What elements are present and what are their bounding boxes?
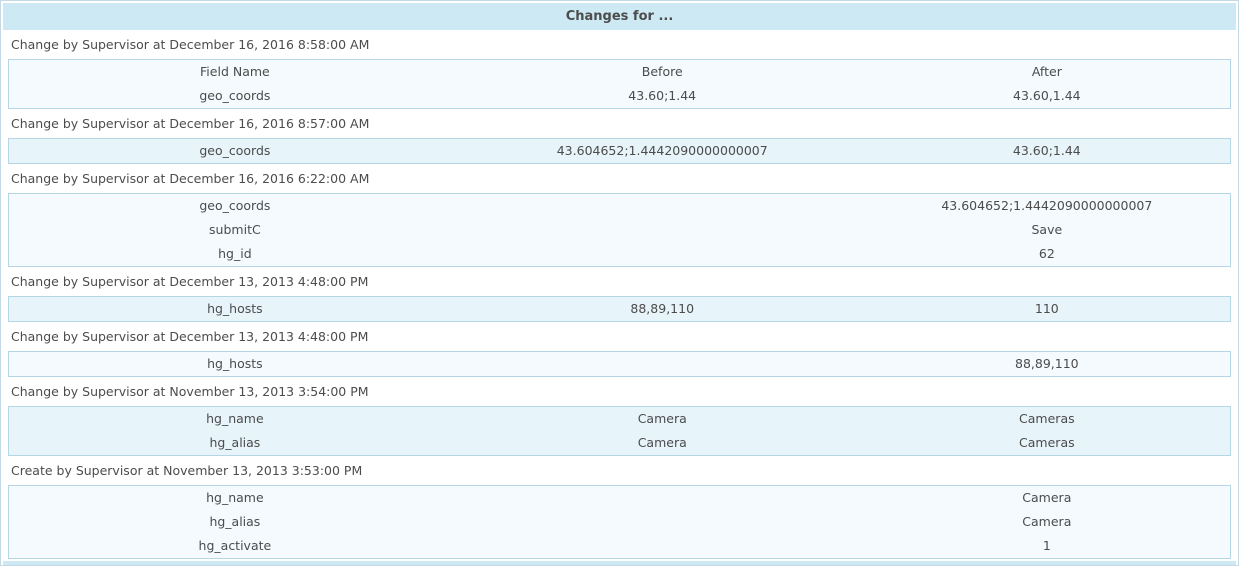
field-name-cell: hg_hosts [207, 301, 263, 316]
after-cell: 62 [1038, 246, 1055, 261]
column-header: Before [641, 64, 683, 79]
after-cell: Cameras [1019, 435, 1075, 450]
field-name-cell: geo_coords [199, 198, 271, 213]
change-row: submitC Save [9, 218, 1230, 242]
section-title: Change by Supervisor at December 13, 201… [3, 322, 1236, 351]
change-table: geo_coords 43.604652;1.4442090000000007 su… [8, 193, 1231, 267]
change-table: hg_hosts 88,89,110 110 [8, 296, 1231, 322]
after-cell: 43.60,1.44 [1013, 88, 1081, 103]
section-title: Create by Supervisor at November 13, 201… [3, 456, 1236, 485]
change-row: hg_alias Camera [9, 510, 1230, 534]
change-table: hg_hosts 88,89,110 [8, 351, 1231, 377]
after-cell: 43.60;1.44 [1012, 143, 1081, 158]
before-cell: Camera [637, 411, 687, 426]
change-row: hg_id 62 [9, 242, 1230, 266]
change-row: geo_coords 43.604652;1.4442090000000007 [9, 194, 1230, 218]
section-title: Change by Supervisor at December 16, 201… [3, 109, 1236, 138]
change-row: geo_coords 43.604652;1.4442090000000007 43… [9, 139, 1230, 163]
after-cell: Save [1031, 222, 1063, 237]
after-cell: Camera [1022, 514, 1072, 529]
before-cell: 43.60;1.44 [628, 88, 697, 103]
field-name-cell: hg_name [206, 490, 264, 505]
panel-header: Changes for ... [3, 3, 1236, 30]
field-name-cell: hg_name [206, 411, 264, 426]
before-cell [461, 510, 864, 534]
change-table: Field Name Before After geo_coords 43.60;1.4… [8, 59, 1231, 109]
change-section: Create by Supervisor at November 13, 201… [3, 456, 1236, 559]
change-section: Change by Supervisor at November 13, 201… [3, 377, 1236, 456]
after-cell: 110 [1034, 301, 1059, 316]
after-cell: Cameras [1019, 411, 1075, 426]
before-cell [461, 242, 864, 266]
change-row: geo_coords 43.60;1.44 43.60,1.44 [9, 84, 1230, 108]
change-row: hg_alias Camera Cameras [9, 431, 1230, 455]
change-row: hg_hosts 88,89,110 [9, 352, 1230, 376]
change-row: hg_name Camera [9, 486, 1230, 510]
field-name-cell: geo_coords [199, 143, 271, 158]
before-cell [461, 486, 864, 510]
after-cell: 43.604652;1.4442090000000007 [941, 198, 1153, 213]
before-cell: Camera [637, 435, 687, 450]
section-title: Change by Supervisor at November 13, 201… [3, 377, 1236, 406]
field-name-cell: hg_hosts [207, 356, 263, 371]
section-title: Change by Supervisor at December 16, 201… [3, 30, 1236, 59]
panel-title: Changes for ... [565, 9, 674, 24]
before-cell: 88,89,110 [630, 301, 695, 316]
sections: Change by Supervisor at December 16, 201… [3, 30, 1236, 559]
field-name-cell: hg_alias [209, 514, 261, 529]
change-table: geo_coords 43.604652;1.4442090000000007 43… [8, 138, 1231, 164]
change-row: hg_activate 1 [9, 534, 1230, 558]
field-name-cell: geo_coords [199, 88, 271, 103]
change-table: hg_name Camera Cameras hg_alias Camera Camera… [8, 406, 1231, 456]
section-title: Change by Supervisor at December 16, 201… [3, 164, 1236, 193]
change-section: Change by Supervisor at December 13, 201… [3, 322, 1236, 377]
after-cell: Camera [1022, 490, 1072, 505]
column-header: Field Name [200, 64, 270, 79]
before-cell: 43.604652;1.4442090000000007 [556, 143, 768, 158]
panel-footer-bar [3, 561, 1236, 565]
field-name-cell: hg_id [218, 246, 252, 261]
column-header-row: Field Name Before After [9, 60, 1230, 84]
field-name-cell: hg_alias [209, 435, 261, 450]
change-section: Change by Supervisor at December 16, 201… [3, 164, 1236, 267]
change-section: Change by Supervisor at December 13, 201… [3, 267, 1236, 322]
field-name-cell: submitC [209, 222, 261, 237]
before-cell [461, 218, 864, 242]
section-title: Change by Supervisor at December 13, 201… [3, 267, 1236, 296]
change-row: hg_hosts 88,89,110 110 [9, 297, 1230, 321]
change-section: Change by Supervisor at December 16, 201… [3, 30, 1236, 109]
before-cell [461, 534, 864, 558]
before-cell [461, 352, 864, 376]
after-cell: 1 [1042, 538, 1051, 553]
before-cell [461, 194, 864, 218]
change-table: hg_name Camera hg_alias Camera hg_activate 1 [8, 485, 1231, 559]
after-cell: 88,89,110 [1015, 356, 1079, 371]
field-name-cell: hg_activate [198, 538, 272, 553]
column-header: After [1031, 64, 1062, 79]
change-row: hg_name Camera Cameras [9, 407, 1230, 431]
change-section: Change by Supervisor at December 16, 201… [3, 109, 1236, 164]
